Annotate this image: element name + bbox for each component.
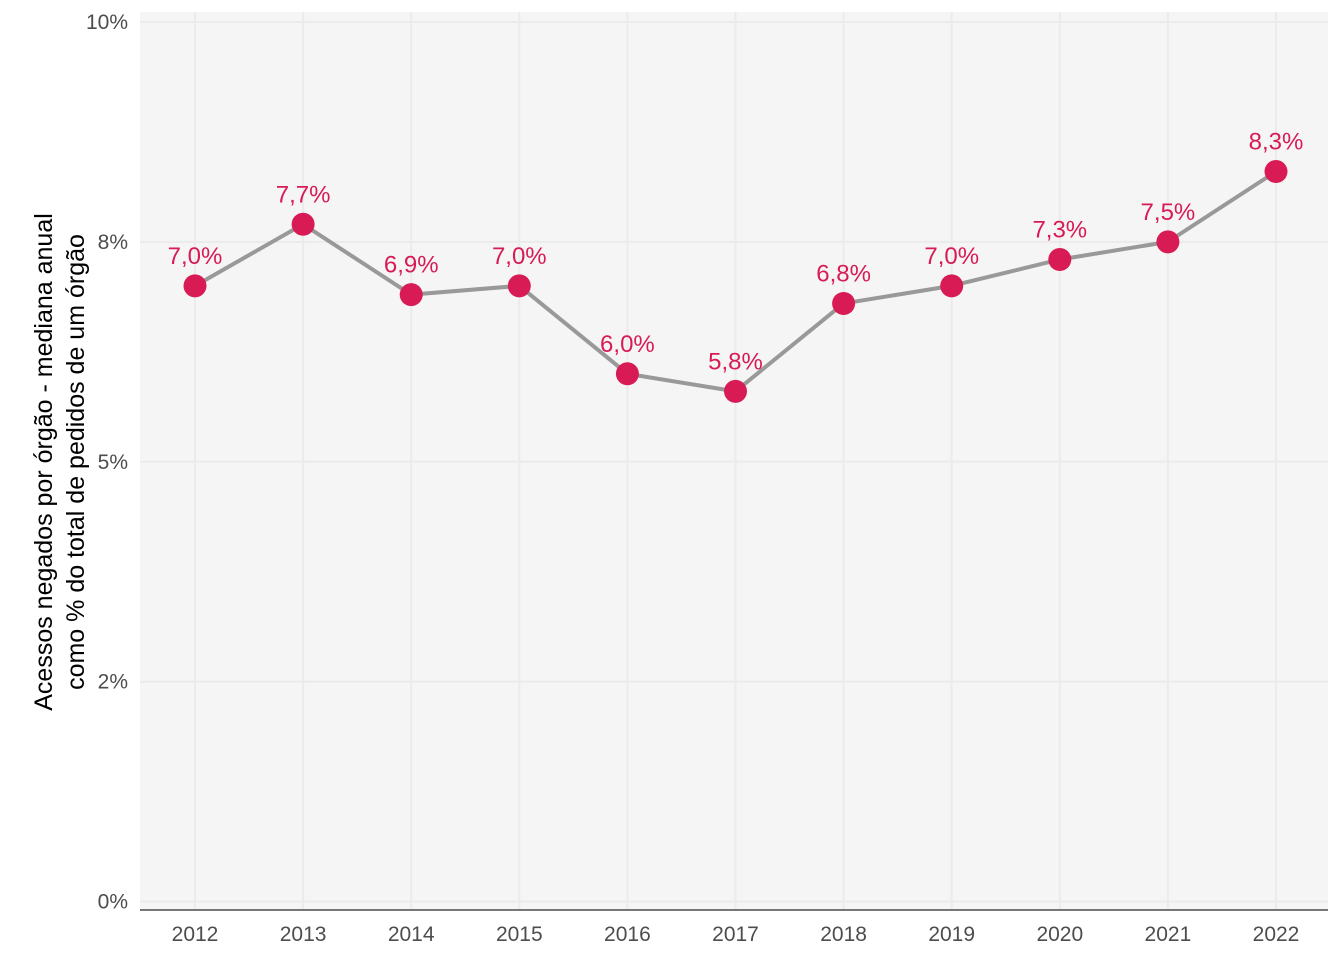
line-segment <box>733 301 846 394</box>
data-label: 7,3% <box>1032 216 1087 243</box>
x-tick-labels: 2012 2013 2014 2015 2016 2017 2018 2019 2020 2021… <box>172 923 1300 946</box>
data-label: 7,7% <box>276 181 331 208</box>
y-tick-label: 0% <box>98 891 128 914</box>
series-line <box>193 169 1278 394</box>
data-label: 8,3% <box>1249 129 1304 156</box>
line-segment <box>517 283 630 376</box>
line-segment <box>409 283 522 297</box>
line-segment <box>301 222 414 297</box>
x-tick-label: 2014 <box>388 923 435 946</box>
line-segment <box>841 283 954 306</box>
line-segment <box>625 371 738 394</box>
y-gridlines <box>140 21 1328 903</box>
x-tick-label: 2013 <box>280 923 327 946</box>
x-tick-label: 2022 <box>1253 923 1300 946</box>
data-point <box>940 274 964 298</box>
line-segment <box>193 222 306 288</box>
x-tick-label: 2020 <box>1036 923 1083 946</box>
x-tick-label: 2012 <box>172 923 219 946</box>
data-labels: 7,0% 7,7% 6,9% 7,0% 6,0% 5,8% 6,8% 7,0% 7,3% 7,5%… <box>168 129 1304 376</box>
y-tick-labels: 0% 2% 5% 8% 10% <box>86 11 128 914</box>
y-axis-title-line: Acessos negados por órgão - mediana anua… <box>30 213 58 711</box>
data-point <box>183 274 207 298</box>
data-point <box>615 362 639 386</box>
data-label: 6,9% <box>384 252 439 279</box>
data-point <box>1264 160 1288 184</box>
y-axis-title: Acessos negados por órgão - mediana anua… <box>30 213 90 711</box>
data-point <box>832 291 856 315</box>
x-tick-label: 2017 <box>712 923 759 946</box>
data-point <box>507 274 531 298</box>
data-point <box>724 379 747 403</box>
y-axis-title-line: como % do total de pedidos de um órgão <box>62 234 90 690</box>
data-label: 5,8% <box>708 348 763 375</box>
data-point <box>291 212 315 236</box>
data-label: 7,0% <box>492 243 547 270</box>
line-segment <box>1057 239 1170 262</box>
data-label: 7,5% <box>1141 199 1196 226</box>
data-label: 6,0% <box>600 331 655 358</box>
data-label: 7,0% <box>924 243 979 270</box>
line-segment <box>949 257 1062 288</box>
x-tick-label: 2021 <box>1145 923 1192 946</box>
y-tick-label: 5% <box>98 451 128 474</box>
x-tick-label: 2018 <box>820 923 867 946</box>
y-tick-label: 2% <box>98 671 128 694</box>
x-tick-label: 2019 <box>928 923 975 946</box>
data-label: 6,8% <box>816 260 871 287</box>
y-tick-label: 10% <box>86 11 128 34</box>
data-label: 7,0% <box>168 243 223 270</box>
x-tick-label: 2016 <box>604 923 651 946</box>
data-point <box>1156 230 1180 254</box>
x-tick-label: 2015 <box>496 923 543 946</box>
y-tick-label: 8% <box>98 231 128 254</box>
line-segment <box>1165 169 1278 244</box>
data-points <box>183 160 1288 403</box>
data-point <box>1048 247 1072 271</box>
data-point <box>399 283 423 307</box>
